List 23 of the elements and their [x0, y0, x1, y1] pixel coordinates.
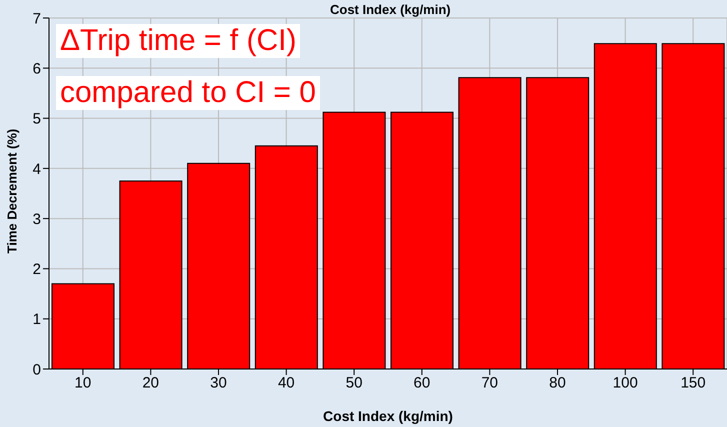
- x-tick-label: 80: [549, 374, 566, 392]
- y-tick-label: 6: [32, 60, 41, 78]
- y-tick-label: 4: [32, 160, 41, 178]
- x-tick-label: 40: [278, 374, 295, 392]
- y-axis-title: Time Decrement (%): [4, 128, 20, 254]
- x-axis-title: Cost Index (kg/min): [323, 408, 453, 424]
- x-tick-label: 10: [74, 374, 92, 392]
- y-tick-label: 3: [32, 210, 41, 228]
- y-tick-label: 2: [32, 261, 41, 278]
- annotation: ΔTrip time = f (CI): [56, 24, 300, 58]
- x-tick-label: 70: [481, 374, 498, 392]
- x-tick-label: 20: [142, 374, 160, 392]
- x-tick-label: 100: [612, 374, 638, 392]
- x-tick-label: 50: [346, 374, 362, 392]
- x-tick-label: 30: [210, 374, 227, 392]
- chart-title: Cost Index (kg/min): [330, 2, 451, 17]
- x-tick-label: 150: [680, 374, 706, 392]
- y-tick-label: 0: [32, 361, 41, 378]
- y-tick-label: 5: [32, 110, 41, 128]
- x-tick-label: 60: [414, 374, 430, 392]
- y-tick-label: 1: [32, 311, 41, 328]
- annotation: compared to CI = 0: [56, 76, 320, 110]
- y-tick-label: 7: [32, 10, 41, 28]
